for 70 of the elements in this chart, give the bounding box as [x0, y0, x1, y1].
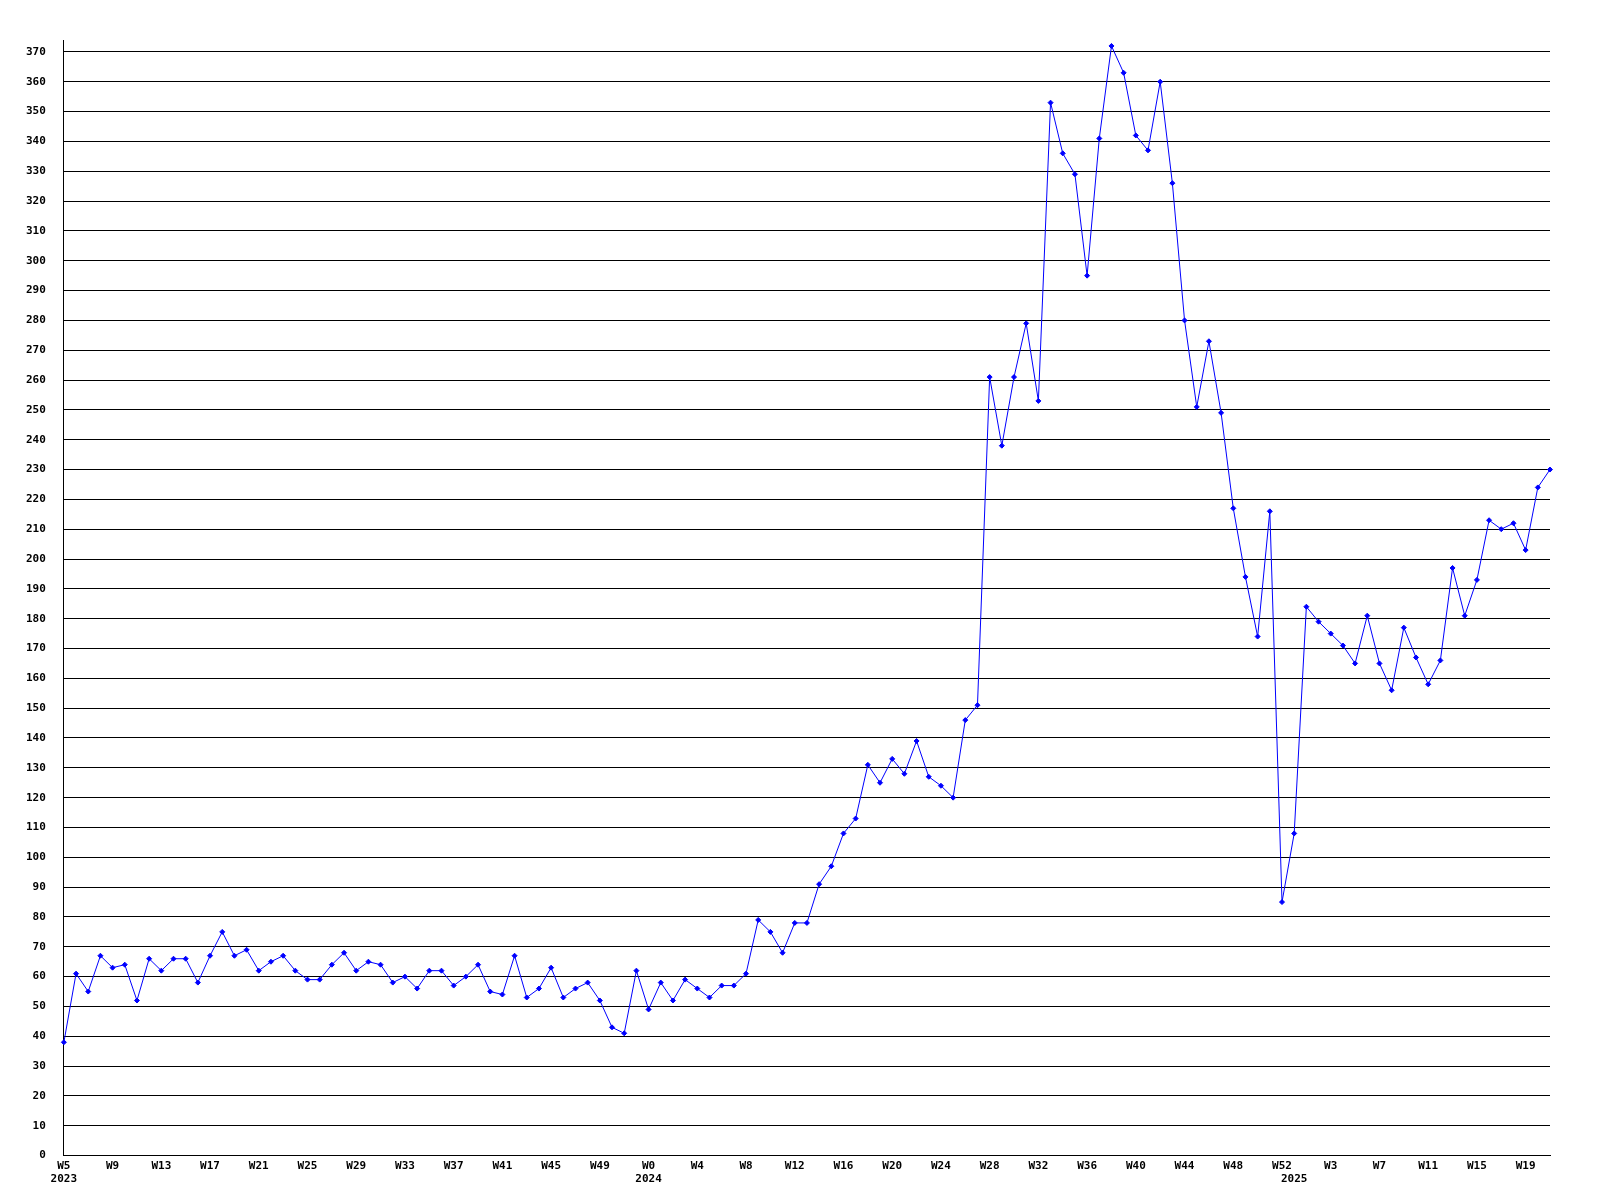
- x-tick-label: W45: [541, 1159, 562, 1173]
- y-tick-label: 340: [25, 134, 46, 148]
- x-tick-label: W44: [1174, 1159, 1195, 1173]
- y-tick-label: 230: [25, 462, 46, 476]
- x-tick-label: W49: [589, 1159, 610, 1173]
- y-tick-label: 280: [25, 313, 46, 327]
- y-tick-label: 120: [25, 790, 46, 804]
- y-tick-label: 210: [25, 522, 46, 536]
- x-tick-label: W17: [200, 1159, 220, 1173]
- y-tick-label: 50: [32, 999, 46, 1013]
- x-tick-label: W41: [492, 1159, 513, 1173]
- x-tick-label: W7: [1372, 1159, 1387, 1173]
- y-tick-label: 80: [32, 909, 46, 923]
- x-tick-label: W4: [690, 1159, 705, 1173]
- y-tick-label: 320: [25, 193, 46, 207]
- x-tick-label: W24: [930, 1159, 952, 1173]
- y-tick-label: 130: [25, 760, 46, 774]
- y-tick-label: 330: [25, 164, 46, 178]
- x-tick-label: W36: [1077, 1159, 1098, 1173]
- x-tick-label: W15: [1466, 1159, 1487, 1173]
- y-tick-label: 350: [25, 104, 46, 118]
- y-tick-label: 370: [25, 44, 46, 58]
- y-tick-label: 100: [25, 850, 46, 864]
- x-tick-label: W33: [395, 1159, 415, 1173]
- y-tick-label: 150: [25, 701, 46, 715]
- x-tick-label: W13: [151, 1159, 172, 1173]
- x-tick-label: W21: [248, 1159, 270, 1173]
- x-tick-label: W29: [346, 1159, 367, 1173]
- y-tick-label: 310: [25, 223, 46, 237]
- x-tick-label: W25: [297, 1159, 318, 1173]
- x-tick-label: W32: [1028, 1159, 1049, 1173]
- y-tick-label: 250: [25, 402, 46, 416]
- x-tick-label: W3: [1324, 1159, 1338, 1173]
- y-tick-label: 200: [25, 551, 46, 565]
- y-tick-label: 360: [25, 74, 46, 88]
- x-tick-label: W12: [784, 1159, 805, 1173]
- y-tick-label: 0: [39, 1148, 46, 1162]
- y-tick-label: 180: [25, 611, 46, 625]
- y-tick-label: 170: [25, 641, 46, 655]
- y-tick-label: 90: [32, 880, 46, 893]
- x-tick-label: W8: [739, 1159, 753, 1173]
- x-tick-label: W16: [833, 1159, 854, 1173]
- y-tick-label: 290: [25, 283, 46, 297]
- y-tick-label: 40: [32, 1029, 46, 1043]
- y-tick-label: 60: [32, 969, 46, 983]
- y-tick-label: 30: [32, 1058, 46, 1072]
- x-tick-label: W37: [443, 1159, 464, 1173]
- x-tick-label: W19: [1515, 1159, 1536, 1173]
- y-tick-label: 260: [25, 372, 46, 386]
- x-tick-label: W20: [882, 1159, 903, 1173]
- x-tick-label: W0 2024: [635, 1159, 663, 1186]
- y-tick-label: 10: [32, 1118, 46, 1132]
- x-tick-label: W48: [1223, 1159, 1244, 1173]
- y-tick-label: 20: [32, 1088, 46, 1102]
- x-tick-label: W5 2023: [50, 1159, 78, 1186]
- y-tick-label: 70: [32, 939, 46, 953]
- y-tick-label: 240: [25, 432, 46, 446]
- x-tick-label: W9: [105, 1159, 120, 1173]
- y-tick-label: 140: [25, 730, 46, 744]
- x-tick-label: W40: [1125, 1159, 1146, 1173]
- y-tick-label: 110: [25, 820, 46, 834]
- x-tick-label: 2025: [1280, 1172, 1308, 1186]
- x-tick-label: W11: [1418, 1159, 1439, 1173]
- y-tick-label: 190: [25, 581, 46, 595]
- x-tick-label: W52: [1272, 1159, 1292, 1173]
- y-tick-label: 160: [25, 671, 46, 685]
- y-tick-label: 270: [25, 343, 46, 357]
- y-tick-label: 300: [25, 253, 46, 267]
- x-tick-label: W28: [979, 1159, 1000, 1173]
- y-tick-label: 220: [25, 492, 46, 506]
